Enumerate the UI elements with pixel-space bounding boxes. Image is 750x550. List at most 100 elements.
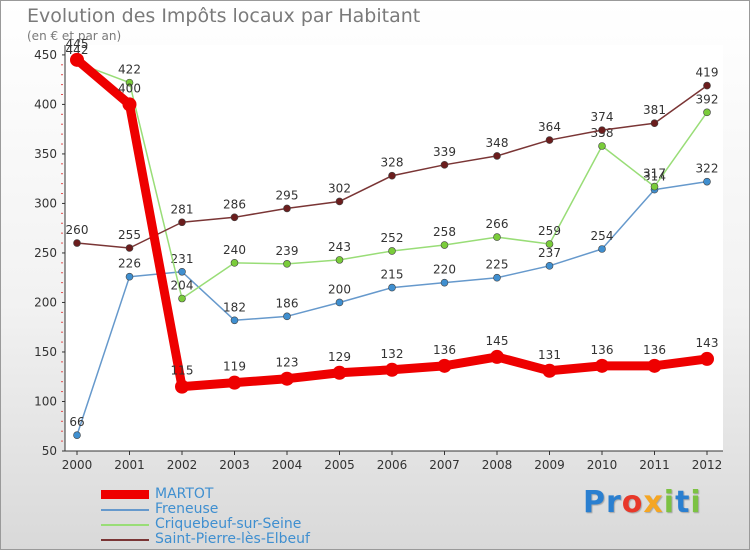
data-point-saint-pierre-l-s-elbeuf xyxy=(335,197,344,206)
data-point-saint-pierre-l-s-elbeuf xyxy=(178,218,186,227)
data-point-freneuse xyxy=(335,298,344,307)
legend-swatch-freneuse xyxy=(101,508,149,511)
data-label-freneuse: 231 xyxy=(171,252,194,266)
x-tick-label: 2006 xyxy=(377,458,408,472)
legend-item-freneuse: Freneuse xyxy=(101,502,310,517)
data-point-saint-pierre-l-s-elbeuf xyxy=(703,81,711,90)
y-tick-label: 300 xyxy=(34,196,57,210)
y-tick-label: 450 xyxy=(34,48,57,62)
data-point-criquebeuf-sur-seine xyxy=(283,260,291,268)
data-label-criquebeuf-sur-seine: 239 xyxy=(276,244,299,258)
data-label-saint-pierre-l-s-elbeuf: 302 xyxy=(328,181,351,195)
data-label-criquebeuf-sur-seine: 266 xyxy=(486,217,509,231)
data-label-martot: 115 xyxy=(171,364,194,378)
data-label-martot: 119 xyxy=(223,360,246,374)
data-label-saint-pierre-l-s-elbeuf: 348 xyxy=(486,136,509,150)
data-point-saint-pierre-l-s-elbeuf xyxy=(230,213,239,222)
data-label-freneuse: 254 xyxy=(591,229,614,243)
data-label-criquebeuf-sur-seine: 252 xyxy=(381,231,404,245)
data-label-criquebeuf-sur-seine: 422 xyxy=(118,63,141,77)
data-label-freneuse: 182 xyxy=(223,300,246,314)
data-point-martot xyxy=(595,358,609,373)
data-label-saint-pierre-l-s-elbeuf: 260 xyxy=(66,223,89,237)
data-point-freneuse xyxy=(545,262,554,270)
legend-label-criquebeuf-sur-seine: Criquebeuf-sur-Seine xyxy=(155,516,302,532)
data-point-saint-pierre-l-s-elbeuf xyxy=(598,126,606,134)
legend-item-saint-pierre-l-s-elbeuf: Saint-Pierre-lès-Elbeuf xyxy=(101,532,310,547)
y-tick-label: 150 xyxy=(34,345,57,359)
data-point-martot xyxy=(175,379,189,394)
data-point-freneuse xyxy=(125,272,134,281)
data-point-freneuse xyxy=(388,283,396,292)
data-label-saint-pierre-l-s-elbeuf: 381 xyxy=(643,103,666,117)
data-label-freneuse: 314 xyxy=(643,170,666,184)
x-tick-label: 2003 xyxy=(219,458,250,472)
data-label-criquebeuf-sur-seine: 204 xyxy=(171,279,194,293)
data-point-criquebeuf-sur-seine xyxy=(335,256,344,264)
data-label-criquebeuf-sur-seine: 258 xyxy=(433,225,456,239)
legend: MARTOT Freneuse Criquebeuf-sur-Seine Saint-… xyxy=(101,487,310,547)
data-label-freneuse: 237 xyxy=(538,246,561,260)
data-point-freneuse xyxy=(703,177,711,186)
data-label-saint-pierre-l-s-elbeuf: 255 xyxy=(118,228,141,242)
data-label-martot: 145 xyxy=(486,334,509,348)
logo-letter: t xyxy=(675,485,691,520)
data-point-criquebeuf-sur-seine xyxy=(388,247,396,255)
data-label-saint-pierre-l-s-elbeuf: 328 xyxy=(381,156,404,170)
chart-subtitle: (en € et par an) xyxy=(27,29,122,43)
data-label-criquebeuf-sur-seine: 317 xyxy=(643,167,666,181)
legend-swatch-saint-pierre-l-s-elbeuf xyxy=(101,538,149,541)
data-label-saint-pierre-l-s-elbeuf: 281 xyxy=(171,202,194,216)
data-label-criquebeuf-sur-seine: 442 xyxy=(66,43,89,57)
data-label-freneuse: 220 xyxy=(433,263,456,277)
data-point-freneuse xyxy=(440,278,449,287)
logo-letter: P xyxy=(583,485,606,520)
data-point-martot xyxy=(332,365,347,380)
x-tick-label: 2009 xyxy=(534,458,565,472)
data-point-martot xyxy=(70,52,84,67)
data-point-freneuse xyxy=(283,312,291,321)
x-tick-label: 2010 xyxy=(587,458,618,472)
y-tick-label: 100 xyxy=(34,394,57,408)
data-point-saint-pierre-l-s-elbeuf xyxy=(283,204,291,213)
data-label-freneuse: 200 xyxy=(328,282,351,296)
x-tick-label: 2001 xyxy=(114,458,145,472)
data-label-martot: 131 xyxy=(538,348,561,362)
data-label-martot: 132 xyxy=(381,347,404,361)
data-label-criquebeuf-sur-seine: 240 xyxy=(223,243,246,257)
y-tick-label: 250 xyxy=(34,246,57,260)
data-point-saint-pierre-l-s-elbeuf xyxy=(650,119,659,128)
data-point-criquebeuf-sur-seine xyxy=(125,78,134,87)
data-label-martot: 129 xyxy=(328,350,351,364)
data-point-criquebeuf-sur-seine xyxy=(598,142,606,150)
data-point-criquebeuf-sur-seine xyxy=(545,240,554,248)
data-label-criquebeuf-sur-seine: 259 xyxy=(538,224,561,238)
data-point-martot xyxy=(227,375,242,390)
data-label-martot: 445 xyxy=(66,37,89,51)
data-point-freneuse xyxy=(598,245,606,253)
y-tick-label: 200 xyxy=(34,295,57,309)
data-label-saint-pierre-l-s-elbeuf: 419 xyxy=(696,66,719,80)
logo-letter: i xyxy=(663,485,676,520)
data-label-martot: 400 xyxy=(118,81,141,95)
proxiti-logo: Proxiti xyxy=(583,485,702,520)
data-label-freneuse: 186 xyxy=(276,296,299,310)
data-label-saint-pierre-l-s-elbeuf: 374 xyxy=(591,110,614,124)
x-tick-label: 2004 xyxy=(272,458,303,472)
data-label-saint-pierre-l-s-elbeuf: 364 xyxy=(538,120,561,134)
data-label-martot: 136 xyxy=(433,343,456,357)
data-point-criquebeuf-sur-seine xyxy=(440,241,449,249)
data-point-martot xyxy=(122,97,137,112)
data-point-saint-pierre-l-s-elbeuf xyxy=(545,136,554,144)
data-point-criquebeuf-sur-seine xyxy=(230,259,239,267)
data-point-freneuse xyxy=(73,431,81,439)
legend-swatch-martot xyxy=(101,490,149,499)
data-point-saint-pierre-l-s-elbeuf xyxy=(493,152,501,160)
data-point-saint-pierre-l-s-elbeuf xyxy=(440,161,449,169)
data-label-saint-pierre-l-s-elbeuf: 339 xyxy=(433,145,456,159)
x-tick-label: 2011 xyxy=(639,458,670,472)
data-point-martot xyxy=(700,351,714,366)
data-point-martot xyxy=(647,358,662,373)
legend-swatch-criquebeuf-sur-seine xyxy=(101,523,149,526)
